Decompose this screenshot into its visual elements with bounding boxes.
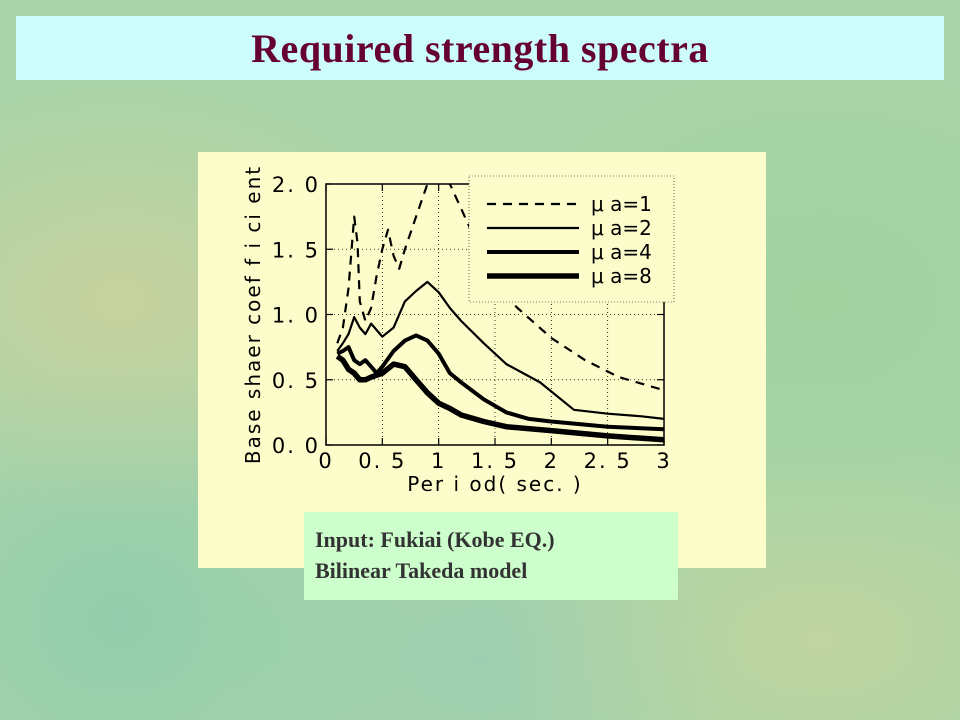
x-tick-label: 3 bbox=[656, 449, 671, 473]
chart: 0 0. 5 1 1. 5 2 2. 5 3 0. 0 0. 5 1. 0 1. 5 2. 0 Per … bbox=[241, 165, 675, 496]
x-tick-label: 1 bbox=[431, 449, 446, 473]
info-line-model: Bilinear Takeda model bbox=[315, 558, 528, 583]
info-box: Input: Fukiai (Kobe EQ.) Bilinear Takeda… bbox=[304, 512, 678, 600]
y-tick-label: 1. 0 bbox=[272, 304, 320, 328]
x-tick-label: 1. 5 bbox=[471, 449, 519, 473]
x-axis-label: Per i od( sec. ) bbox=[407, 472, 582, 496]
legend-label-1: μ a=1 bbox=[591, 192, 652, 216]
info-line-input: Input: Fukiai (Kobe EQ.) bbox=[315, 527, 555, 552]
chart-panel: 0 0. 5 1 1. 5 2 2. 5 3 0. 0 0. 5 1. 0 1. 5 2. 0 Per … bbox=[198, 152, 766, 568]
y-tick-label: 2. 0 bbox=[272, 173, 320, 197]
series-line-1 bbox=[336, 184, 664, 392]
y-tick-label: 0. 5 bbox=[272, 369, 320, 393]
slide-title: Required strength spectra bbox=[251, 25, 709, 71]
legend-box bbox=[468, 175, 675, 303]
series-line-4 bbox=[335, 354, 664, 443]
title-bar: Required strength spectra bbox=[16, 16, 944, 80]
y-tick-label: 1. 5 bbox=[272, 238, 320, 262]
legend-label-3: μ a=4 bbox=[591, 240, 652, 264]
x-tick-label: 0. 5 bbox=[358, 449, 406, 473]
series-line-2 bbox=[336, 280, 664, 420]
x-tick-label: 2 bbox=[544, 449, 559, 473]
y-axis-label: Base shaer coef f i ci ent bbox=[241, 165, 265, 464]
series-line-3 bbox=[336, 333, 664, 432]
x-tick-label: 0 bbox=[318, 449, 333, 473]
y-tick-label: 0. 0 bbox=[272, 434, 320, 458]
legend-label-4: μ a=8 bbox=[591, 264, 652, 288]
x-tick-label: 2. 5 bbox=[584, 449, 632, 473]
legend-label-2: μ a=2 bbox=[591, 216, 652, 240]
